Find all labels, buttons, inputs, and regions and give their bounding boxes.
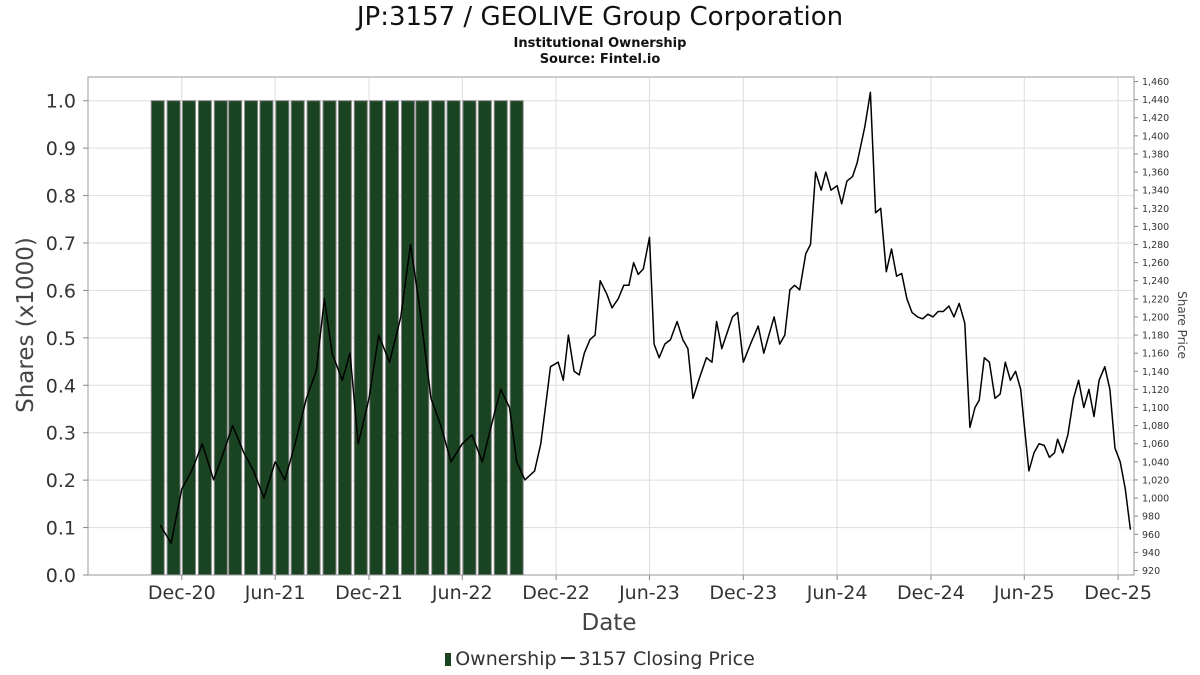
y-right-tick-label: 1,360 bbox=[1142, 168, 1169, 179]
ownership-bar bbox=[509, 100, 524, 576]
ownership-bar bbox=[197, 100, 212, 576]
x-tick-label: Dec-25 bbox=[1084, 582, 1152, 604]
y-left-tick-label: 0.8 bbox=[46, 186, 76, 208]
y-right-tick-label: 1,080 bbox=[1142, 421, 1169, 432]
y-right-axis: 920 940 960 980 1,000 1,020 1,040 1,060 1,080 1,1… bbox=[1134, 77, 1169, 577]
x-tick-label: Jun-22 bbox=[431, 582, 493, 604]
ownership-bar bbox=[353, 100, 368, 576]
ownership-bar bbox=[275, 100, 290, 576]
x-tick-label: Dec-23 bbox=[709, 582, 777, 604]
y-right-tick-label: 1,280 bbox=[1142, 240, 1169, 251]
ownership-bar bbox=[259, 100, 274, 576]
y-left-tick-label: 0.7 bbox=[46, 233, 76, 255]
ownership-bar bbox=[431, 100, 446, 576]
ownership-bar bbox=[150, 100, 165, 576]
ownership-bar bbox=[369, 100, 384, 576]
x-tick-label: Jun-21 bbox=[244, 582, 306, 604]
x-tick-label: Dec-24 bbox=[897, 582, 965, 604]
plot-frame bbox=[87, 76, 1135, 576]
bars-layer bbox=[150, 100, 524, 576]
y-right-tick-label: 1,300 bbox=[1142, 222, 1169, 233]
x-tick-label: Jun-23 bbox=[618, 582, 680, 604]
ownership-bar bbox=[228, 100, 243, 576]
ownership-bar bbox=[400, 100, 415, 576]
x-axis: Dec-20 Jun-21 Dec-21 Jun-22 Dec-22 Jun-23 Dec-… bbox=[148, 575, 1152, 604]
ownership-bar bbox=[446, 100, 461, 576]
ownership-bar bbox=[477, 100, 492, 576]
y-right-tick-label: 1,200 bbox=[1142, 312, 1169, 323]
y-right-tick-label: 1,380 bbox=[1142, 149, 1169, 160]
y-left-tick-label: 0.6 bbox=[46, 280, 76, 302]
price-line bbox=[159, 91, 1132, 545]
chart-title: JP:3157 / GEOLIVE Group Corporation bbox=[356, 2, 844, 32]
y-right-tick-label: 980 bbox=[1142, 512, 1160, 523]
y-right-tick-label: 1,400 bbox=[1142, 131, 1169, 142]
y-right-tick-label: 1,120 bbox=[1142, 385, 1169, 396]
y-left-tick-label: 0.5 bbox=[46, 328, 76, 350]
y-right-tick-label: 1,220 bbox=[1142, 294, 1169, 305]
y-left-tick-label: 0.1 bbox=[46, 518, 76, 540]
chart-source: Source: Fintel.io bbox=[539, 52, 661, 67]
y-right-tick-label: 1,000 bbox=[1142, 494, 1169, 505]
y-left-tick-label: 0.0 bbox=[46, 565, 76, 587]
y-right-tick-label: 1,340 bbox=[1142, 186, 1169, 197]
y-right-tick-label: 960 bbox=[1142, 530, 1160, 541]
ownership-bar bbox=[337, 100, 352, 576]
chart-subtitle: Institutional Ownership bbox=[513, 36, 687, 51]
ownership-bar bbox=[493, 100, 508, 576]
x-tick-label: Jun-24 bbox=[806, 582, 868, 604]
y-right-tick-label: 1,140 bbox=[1142, 367, 1169, 378]
y-right-tick-label: 1,440 bbox=[1142, 95, 1169, 106]
chart-canvas: 0.0 0.1 0.2 0.3 0.4 0.5 0.6 0.7 0.8 0.9 1.0 920 940… bbox=[13, 76, 1189, 636]
y-left-tick-label: 0.9 bbox=[46, 138, 76, 160]
y-right-tick-label: 1,160 bbox=[1142, 349, 1169, 360]
x-tick-label: Jun-25 bbox=[993, 582, 1055, 604]
y-right-tick-label: 1,260 bbox=[1142, 258, 1169, 269]
x-tick-label: Dec-20 bbox=[148, 582, 216, 604]
legend-ownership-label: Ownership bbox=[455, 648, 557, 670]
y-right-tick-label: 1,060 bbox=[1142, 439, 1169, 450]
y-right-tick-label: 1,420 bbox=[1142, 113, 1169, 124]
legend-price-label: 3157 Closing Price bbox=[578, 648, 755, 670]
y-right-tick-label: 1,180 bbox=[1142, 331, 1169, 342]
ownership-bar bbox=[415, 100, 430, 576]
x-axis-label: Date bbox=[582, 610, 637, 636]
y-right-tick-label: 1,320 bbox=[1142, 204, 1169, 215]
ownership-bar bbox=[244, 100, 259, 576]
x-tick-label: Dec-21 bbox=[335, 582, 403, 604]
y-left-tick-label: 0.2 bbox=[46, 470, 76, 492]
y-right-tick-label: 1,040 bbox=[1142, 457, 1169, 468]
y-axis-left-label: Shares (x1000) bbox=[13, 237, 39, 413]
y-right-tick-label: 1,460 bbox=[1142, 77, 1169, 88]
y-right-tick-label: 1,020 bbox=[1142, 475, 1169, 486]
y-right-tick-label: 1,240 bbox=[1142, 276, 1169, 287]
y-left-axis: 0.0 0.1 0.2 0.3 0.4 0.5 0.6 0.7 0.8 0.9 1.0 bbox=[46, 91, 88, 587]
ownership-bar bbox=[182, 100, 197, 576]
y-left-tick-label: 0.3 bbox=[46, 423, 76, 445]
ownership-bar bbox=[462, 100, 477, 576]
ownership-bar bbox=[385, 100, 400, 576]
x-tick-label: Dec-22 bbox=[522, 582, 590, 604]
ownership-bar bbox=[290, 100, 305, 576]
legend-price-swatch bbox=[560, 657, 575, 659]
ownership-bar bbox=[306, 100, 321, 576]
legend-ownership-swatch bbox=[445, 653, 452, 666]
y-right-tick-label: 920 bbox=[1142, 566, 1160, 577]
ownership-bar bbox=[213, 100, 228, 576]
y-axis-right-label: Share Price bbox=[1175, 291, 1189, 359]
y-right-tick-label: 1,100 bbox=[1142, 403, 1169, 414]
y-left-tick-label: 0.4 bbox=[46, 375, 76, 397]
y-right-tick-label: 940 bbox=[1142, 548, 1160, 559]
legend: Ownership 3157 Closing Price bbox=[0, 648, 1200, 670]
y-left-tick-label: 1.0 bbox=[46, 91, 76, 113]
line-layer bbox=[159, 91, 1132, 545]
